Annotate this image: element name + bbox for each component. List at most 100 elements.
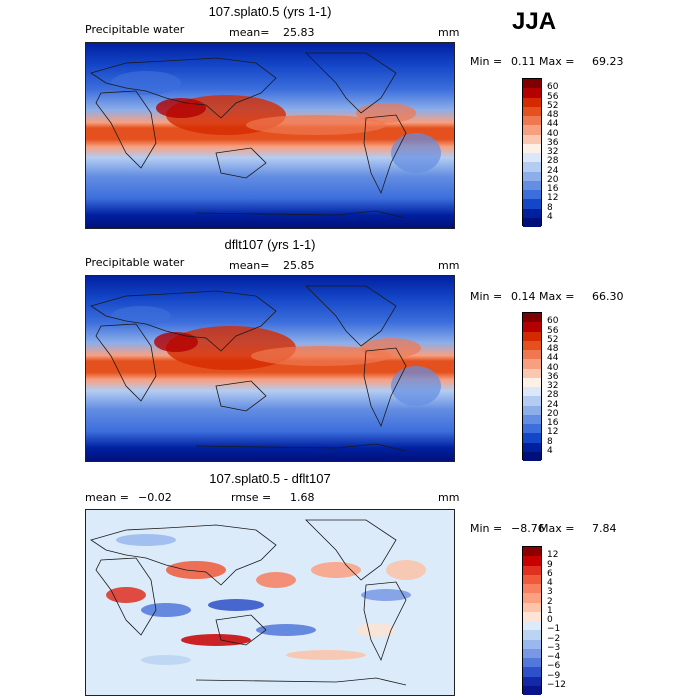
panel-2-max-value: 66.30: [592, 290, 624, 303]
colorbar-tick-label: −12: [547, 679, 566, 690]
colorbar-tick-label: 48: [547, 110, 559, 120]
colorbar-tick-label: 28: [547, 390, 559, 401]
colorbar-tick-label: −3: [547, 642, 561, 653]
colorbar-tick-label: 60: [547, 82, 559, 93]
colorbar-swatch: [523, 125, 541, 135]
colorbar-tick-label: 32: [547, 381, 559, 391]
colorbar-swatch: [523, 658, 541, 668]
colorbar-swatch: [523, 565, 541, 575]
colorbar-tick-label: 44: [547, 353, 559, 364]
colorbar-tick-label: −2: [547, 633, 561, 644]
colorbar-swatch: [523, 340, 541, 350]
colorbar-tick-label: 16: [547, 184, 559, 194]
colorbar-swatch: [523, 88, 541, 98]
panel-2-max-label: Max =: [539, 290, 575, 303]
colorbar-swatch: [523, 208, 541, 218]
colorbar-tick-label: 32: [547, 147, 559, 157]
panel-2-map-svg: [86, 276, 454, 461]
colorbar-swatch: [523, 387, 541, 397]
panel-1-max-label: Max =: [539, 55, 575, 68]
colorbar-tick-label: 40: [547, 128, 559, 139]
colorbar-swatch: [523, 639, 541, 649]
colorbar-tick-label: 24: [547, 399, 559, 410]
colorbar-tick-label: 20: [547, 408, 559, 419]
colorbar-tick-label: 36: [547, 371, 559, 382]
panel-1-coastlines: [90, 52, 407, 219]
panel-3-coastlines: [90, 519, 407, 686]
panel-2-units: mm: [438, 259, 460, 272]
colorbar-tick-label: 6: [547, 568, 553, 579]
panel-1-max-value: 69.23: [592, 55, 624, 68]
colorbar-swatch: [523, 442, 541, 452]
colorbar-tick-label: 56: [547, 91, 559, 102]
colorbar-swatch: [523, 451, 541, 461]
colorbar-tick-label: 4: [547, 211, 553, 222]
panel-3-rmse-label: rmse =: [231, 491, 272, 504]
panel-3-min-label: Min =: [470, 522, 503, 535]
colorbar-swatch: [523, 630, 541, 640]
colorbar-swatch: [523, 405, 541, 415]
colorbar-tick-label: 9: [547, 559, 553, 570]
colorbar-swatch: [523, 414, 541, 424]
colorbar-swatch: [523, 322, 541, 332]
colorbar-tick-label: 12: [547, 550, 559, 561]
colorbar-swatch: [523, 547, 541, 557]
colorbar-swatch: [523, 602, 541, 612]
panel-3-colorbar: [522, 546, 542, 695]
colorbar-swatch: [523, 556, 541, 566]
panel-1-units: mm: [438, 26, 460, 39]
panel-2-mean-label: mean=: [229, 259, 270, 272]
colorbar-tick-label: −4: [547, 652, 561, 662]
colorbar-tick-label: −1: [547, 624, 561, 635]
panel-1-min-value: 0.11: [511, 55, 536, 68]
colorbar-swatch: [523, 153, 541, 163]
panel-3-max-label: Max =: [539, 522, 575, 535]
colorbar-swatch: [523, 377, 541, 387]
colorbar-tick-label: 4: [547, 445, 553, 456]
colorbar-swatch: [523, 396, 541, 406]
panel-1-min-label: Min =: [470, 55, 503, 68]
panel-2-min-value: 0.14: [511, 290, 536, 303]
colorbar-swatch: [523, 685, 541, 695]
colorbar-swatch: [523, 331, 541, 341]
panel-3-mean-value: −0.02: [138, 491, 172, 504]
colorbar-tick-label: 40: [547, 362, 559, 373]
colorbar-tick-label: 2: [547, 596, 553, 607]
colorbar-swatch: [523, 313, 541, 323]
panel-2-map: [85, 275, 455, 462]
colorbar-tick-label: 8: [547, 202, 553, 213]
panel-1-title: 107.splat0.5 (yrs 1-1): [208, 4, 332, 19]
colorbar-swatch: [523, 116, 541, 126]
colorbar-swatch: [523, 171, 541, 181]
colorbar-tick-label: 60: [547, 316, 559, 327]
colorbar-tick-label: 44: [547, 119, 559, 130]
colorbar-tick-label: 12: [547, 193, 559, 204]
panel-2-min-label: Min =: [470, 290, 503, 303]
colorbar-swatch: [523, 676, 541, 686]
panel-1-colorbar: [522, 78, 542, 227]
colorbar-tick-label: 4: [547, 578, 553, 588]
colorbar-swatch: [523, 621, 541, 631]
panel-3-min-value: −8.76: [511, 522, 545, 535]
colorbar-swatch: [523, 424, 541, 434]
colorbar-swatch: [523, 584, 541, 594]
panel-3-title: 107.splat0.5 - dflt107: [209, 471, 331, 486]
colorbar-swatch: [523, 667, 541, 677]
colorbar-swatch: [523, 162, 541, 172]
colorbar-tick-label: 3: [547, 587, 553, 598]
colorbar-swatch: [523, 648, 541, 658]
colorbar-swatch: [523, 79, 541, 89]
colorbar-swatch: [523, 217, 541, 227]
season-label: JJA: [512, 8, 557, 35]
colorbar-tick-label: 1: [547, 605, 553, 616]
colorbar-swatch: [523, 190, 541, 200]
panel-1-field-label: Precipitable water: [85, 23, 185, 36]
panel-3-mean-label: mean =: [85, 491, 129, 504]
colorbar-tick-label: 20: [547, 174, 559, 185]
colorbar-tick-label: 56: [547, 325, 559, 336]
colorbar-swatch: [523, 611, 541, 621]
panel-1-map-svg: [86, 43, 454, 228]
colorbar-tick-label: 24: [547, 165, 559, 176]
colorbar-swatch: [523, 433, 541, 443]
panel-3-map: [85, 509, 455, 696]
